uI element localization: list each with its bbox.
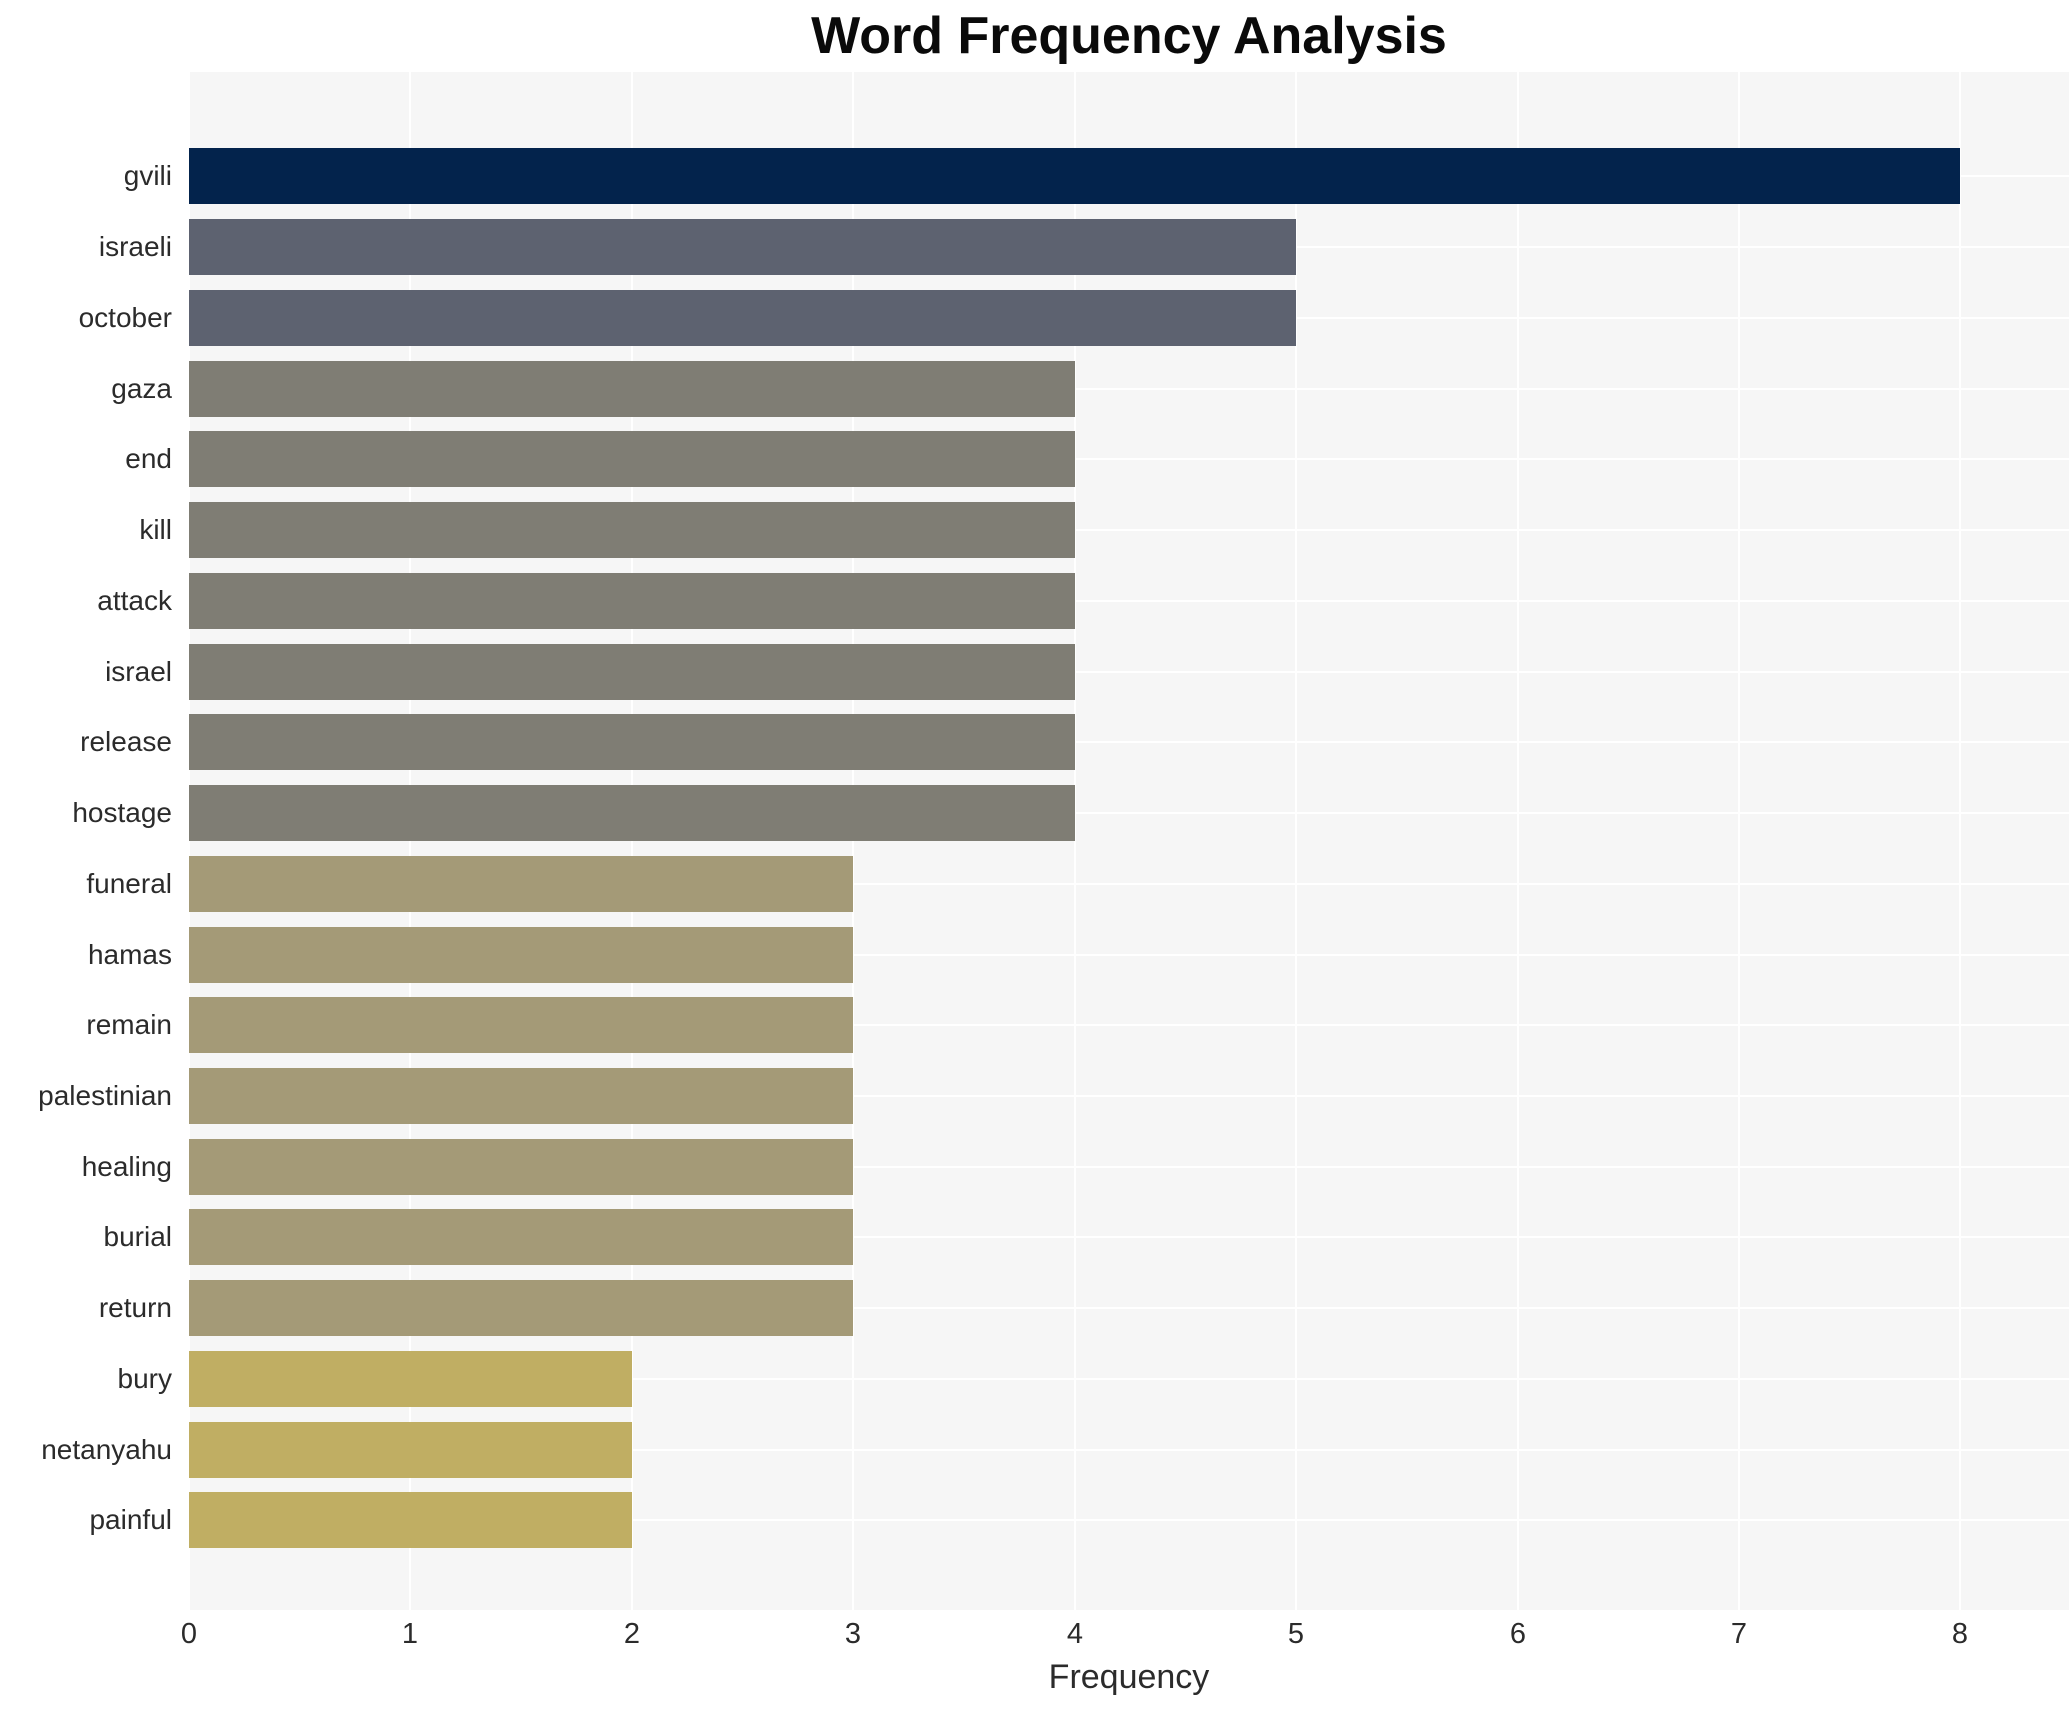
x-tick-label-3: 3 <box>844 1618 862 1650</box>
y-tick-label-burial: burial <box>103 1221 172 1252</box>
x-gridline <box>189 72 190 1610</box>
y-gridline <box>189 458 2069 460</box>
x-gridline <box>1959 72 1961 1610</box>
bar-painful <box>189 1492 632 1548</box>
y-gridline <box>189 388 2069 390</box>
plot-area <box>189 72 2069 1610</box>
y-tick-label-october: october <box>78 302 172 333</box>
y-tick-label-remain: remain <box>86 1009 172 1040</box>
bar-hostage <box>189 785 1075 841</box>
y-tick-label-kill: kill <box>139 514 172 545</box>
x-gridline <box>1738 72 1740 1610</box>
x-gridline <box>409 72 411 1610</box>
bar-burial <box>189 1209 853 1265</box>
y-gridline <box>189 812 2069 814</box>
y-gridline <box>189 1236 2069 1238</box>
x-gridline <box>1517 72 1519 1610</box>
bar-israeli <box>189 219 1296 275</box>
x-axis-title: Frequency <box>1048 1658 1210 1696</box>
x-tick-label-2: 2 <box>623 1618 641 1650</box>
y-gridline <box>189 1095 2069 1097</box>
y-tick-label-end: end <box>125 443 172 474</box>
y-gridline <box>189 741 2069 743</box>
y-gridline <box>189 883 2069 885</box>
y-gridline <box>189 1307 2069 1309</box>
y-tick-label-painful: painful <box>89 1504 172 1535</box>
bar-gaza <box>189 361 1075 417</box>
y-gridline <box>189 1166 2069 1168</box>
y-tick-label-palestinian: palestinian <box>38 1080 172 1111</box>
y-tick-label-bury: bury <box>117 1363 172 1394</box>
bar-bury <box>189 1351 632 1407</box>
y-gridline <box>189 1449 2069 1451</box>
y-tick-label-healing: healing <box>81 1151 172 1182</box>
bar-october <box>189 290 1296 346</box>
y-gridline <box>189 1024 2069 1026</box>
bar-end <box>189 431 1075 487</box>
bar-hamas <box>189 927 853 983</box>
y-tick-label-hamas: hamas <box>87 939 172 970</box>
y-tick-label-israeli: israeli <box>98 231 172 262</box>
x-gridline <box>1295 72 1297 1610</box>
bar-attack <box>189 573 1075 629</box>
bar-israel <box>189 644 1075 700</box>
y-tick-label-israel: israel <box>105 656 172 687</box>
bar-remain <box>189 997 853 1053</box>
bar-funeral <box>189 856 853 912</box>
y-gridline <box>189 529 2069 531</box>
bar-palestinian <box>189 1068 853 1124</box>
x-tick-label-8: 8 <box>1951 1618 1969 1650</box>
y-gridline <box>189 954 2069 956</box>
x-gridline <box>852 72 854 1610</box>
y-gridline <box>189 1378 2069 1380</box>
x-tick-label-0: 0 <box>180 1618 198 1650</box>
x-tick-label-6: 6 <box>1509 1618 1527 1650</box>
y-tick-label-funeral: funeral <box>86 868 172 899</box>
y-tick-label-hostage: hostage <box>72 797 172 828</box>
x-gridline <box>1074 72 1076 1610</box>
bar-netanyahu <box>189 1422 632 1478</box>
y-tick-label-return: return <box>98 1292 172 1323</box>
bar-gvili <box>189 148 1960 204</box>
y-gridline <box>189 671 2069 673</box>
y-tick-label-release: release <box>80 726 172 757</box>
bar-release <box>189 714 1075 770</box>
chart-title: Word Frequency Analysis <box>811 7 1447 65</box>
bar-healing <box>189 1139 853 1195</box>
x-tick-label-4: 4 <box>1066 1618 1084 1650</box>
y-tick-label-gaza: gaza <box>111 373 172 404</box>
x-tick-label-1: 1 <box>401 1618 419 1650</box>
y-tick-label-attack: attack <box>97 585 172 616</box>
bar-kill <box>189 502 1075 558</box>
x-tick-label-7: 7 <box>1730 1618 1748 1650</box>
x-tick-label-5: 5 <box>1287 1618 1305 1650</box>
y-gridline <box>189 600 2069 602</box>
bar-return <box>189 1280 853 1336</box>
y-tick-label-netanyahu: netanyahu <box>41 1434 172 1465</box>
y-gridline <box>189 1519 2069 1521</box>
y-tick-label-gvili: gvili <box>123 160 172 191</box>
x-gridline <box>631 72 633 1610</box>
